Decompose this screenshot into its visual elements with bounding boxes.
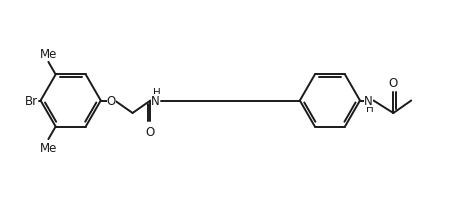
Text: O: O [107, 95, 116, 107]
Text: Br: Br [25, 95, 38, 107]
Text: Me: Me [40, 141, 57, 154]
Text: N: N [151, 95, 160, 107]
Text: N: N [364, 95, 373, 107]
Text: H: H [154, 88, 161, 98]
Text: H: H [366, 104, 374, 114]
Text: O: O [146, 125, 155, 138]
Text: O: O [389, 76, 398, 89]
Text: Me: Me [40, 48, 57, 61]
